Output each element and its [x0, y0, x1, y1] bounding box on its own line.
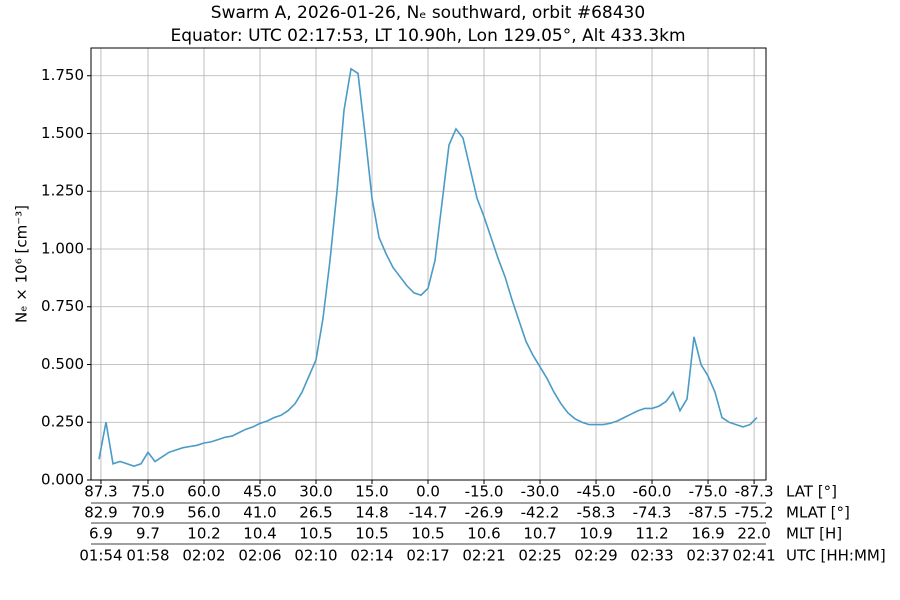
- x-tick-label: 70.9: [131, 504, 164, 522]
- x-axis-label: UTC [HH:MM]: [786, 547, 886, 565]
- x-tick-label: -26.9: [465, 504, 504, 522]
- x-tick-label: 02:37: [686, 547, 729, 565]
- x-tick-label: 87.3: [84, 483, 117, 501]
- x-tick-label: 30.0: [299, 483, 332, 501]
- x-tick-label: 16.9: [691, 525, 724, 543]
- x-tick-label: 02:02: [182, 547, 225, 565]
- x-tick-label: 10.6: [467, 525, 500, 543]
- x-tick-label: -30.0: [521, 483, 560, 501]
- x-tick-label: 10.5: [355, 525, 388, 543]
- x-tick-label: -15.0: [465, 483, 504, 501]
- x-tick-label: -74.3: [633, 504, 672, 522]
- x-tick-label: 02:25: [518, 547, 561, 565]
- x-tick-label: 02:21: [462, 547, 505, 565]
- x-tick-label: 02:33: [630, 547, 673, 565]
- x-tick-label: 10.7: [523, 525, 556, 543]
- x-tick-label: -75.2: [735, 504, 774, 522]
- x-tick-label: 26.5: [299, 504, 332, 522]
- x-tick-label: 9.7: [136, 525, 160, 543]
- x-tick-label: 02:10: [294, 547, 337, 565]
- x-tick-label: -60.0: [633, 483, 672, 501]
- x-tick-label: 75.0: [131, 483, 164, 501]
- row-label: MLAT [°]: [786, 504, 850, 522]
- row-label: MLT [H]: [786, 525, 842, 543]
- x-tick-label: -75.0: [689, 483, 728, 501]
- x-tick-label: 10.9: [579, 525, 612, 543]
- x-tick-label: 45.0: [243, 483, 276, 501]
- y-axis-label: Nₑ × 10⁶ [cm⁻³]: [13, 205, 31, 323]
- data-line: [98, 67, 758, 467]
- x-tick-label: 10.4: [243, 525, 276, 543]
- y-tick-label: 0.750: [41, 297, 84, 315]
- x-tick-label: 0.0: [416, 483, 440, 501]
- x-tick-label: 10.2: [187, 525, 220, 543]
- x-tick-label: -87.5: [689, 504, 728, 522]
- y-tick-label: 0.250: [41, 413, 84, 431]
- chart-subtitle: Equator: UTC 02:17:53, LT 10.90h, Lon 12…: [170, 26, 685, 46]
- y-tick-label: 1.500: [41, 124, 84, 142]
- x-tick-label: -14.7: [409, 504, 448, 522]
- x-tick-label: 02:29: [574, 547, 617, 565]
- x-tick-label: 56.0: [187, 504, 220, 522]
- x-tick-label: 02:17: [406, 547, 449, 565]
- x-tick-label: 01:58: [126, 547, 169, 565]
- y-tick-label: 0.000: [41, 471, 84, 489]
- x-tick-label: 10.5: [411, 525, 444, 543]
- x-tick-label: -87.3: [735, 483, 774, 501]
- plot-frame: [90, 47, 767, 481]
- x-tick-label: 11.2: [635, 525, 668, 543]
- x-tick-label: 41.0: [243, 504, 276, 522]
- row-label: LAT [°]: [786, 483, 837, 501]
- x-tick-label: 22.0: [737, 525, 770, 543]
- x-tick-label: 6.9: [89, 525, 113, 543]
- x-tick-label: -42.2: [521, 504, 560, 522]
- x-tick-label: 82.9: [84, 504, 117, 522]
- y-tick-label: 0.500: [41, 355, 84, 373]
- chart-title: Swarm A, 2026-01-26, Nₑ southward, orbit…: [211, 3, 645, 23]
- x-tick-label: 15.0: [355, 483, 388, 501]
- y-tick-label: 1.750: [41, 66, 84, 84]
- y-tick-label: 1.250: [41, 182, 84, 200]
- x-tick-label: -45.0: [577, 483, 616, 501]
- x-tick-label: -58.3: [577, 504, 616, 522]
- x-tick-label: 02:06: [238, 547, 281, 565]
- y-tick-label: 1.000: [41, 239, 84, 257]
- x-tick-label: 60.0: [187, 483, 220, 501]
- x-tick-label: 14.8: [355, 504, 388, 522]
- x-tick-label: 02:41: [732, 547, 775, 565]
- x-tick-label: 02:14: [350, 547, 393, 565]
- x-tick-label: 01:54: [79, 547, 122, 565]
- x-tick-label: 10.5: [299, 525, 332, 543]
